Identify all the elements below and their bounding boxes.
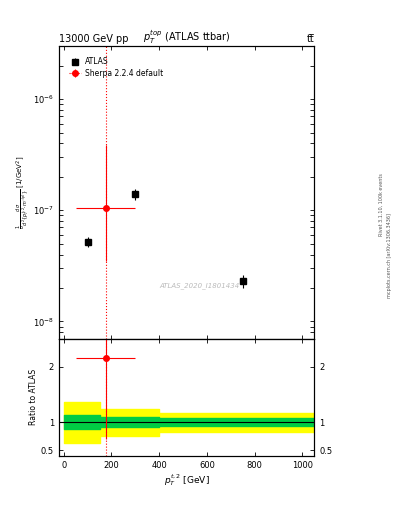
Text: Rivet 3.1.10, 100k events: Rivet 3.1.10, 100k events	[379, 174, 384, 236]
Legend: ATLAS, Sherpa 2.2.4 default: ATLAS, Sherpa 2.2.4 default	[68, 56, 164, 79]
Text: 13000 GeV pp: 13000 GeV pp	[59, 33, 129, 44]
Title: $p_T^{top}$ (ATLAS ttbar): $p_T^{top}$ (ATLAS ttbar)	[143, 28, 231, 46]
Text: ATLAS_2020_I1801434: ATLAS_2020_I1801434	[159, 283, 240, 289]
Y-axis label: Ratio to ATLAS: Ratio to ATLAS	[29, 369, 38, 425]
X-axis label: $p_T^{t,2}$ [GeV]: $p_T^{t,2}$ [GeV]	[164, 472, 209, 488]
Y-axis label: $\frac{1}{\sigma}\frac{d\sigma}{d^2\{p_T^{t,2}{\cdot}m^{\star(p)}\}}\ \mathrm{[1: $\frac{1}{\sigma}\frac{d\sigma}{d^2\{p_T…	[15, 156, 32, 229]
Text: tt̅: tt̅	[307, 33, 314, 44]
Text: mcplots.cern.ch [arXiv:1306.3436]: mcplots.cern.ch [arXiv:1306.3436]	[387, 214, 391, 298]
